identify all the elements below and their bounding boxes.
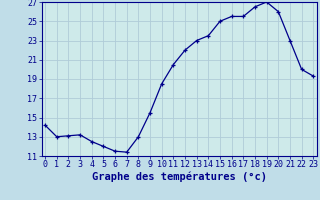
X-axis label: Graphe des températures (°c): Graphe des températures (°c) [92, 172, 267, 182]
